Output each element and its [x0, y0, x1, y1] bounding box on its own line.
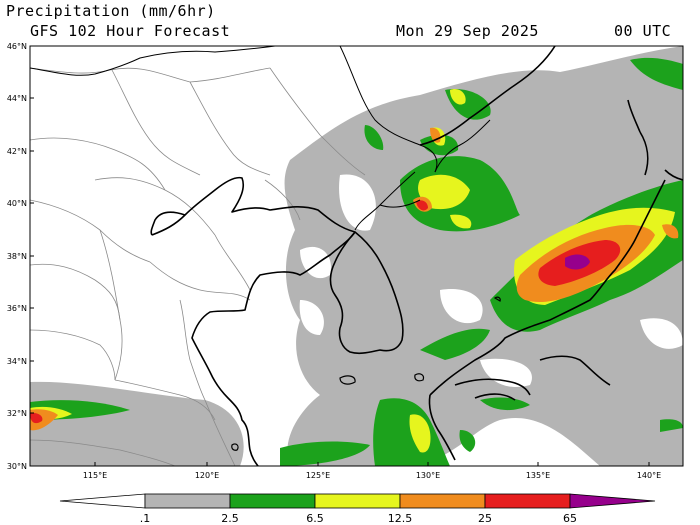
colorbar-segment-1 [144, 493, 231, 509]
precip-colorbar: .1 2.5 6.5 12.5 25 65 [59, 493, 656, 525]
lat-label: 40°N [7, 199, 27, 208]
coastlines [150, 46, 683, 466]
map-title: Precipitation (mm/6hr) [6, 2, 216, 20]
lon-label: 115°E [83, 471, 107, 480]
precip-fields [30, 46, 683, 466]
lon-label: 130°E [416, 471, 440, 480]
province-boundaries [30, 67, 366, 466]
colorbar-label: 65 [563, 512, 577, 525]
colorbar-label: .1 [140, 512, 151, 525]
colorbar-segment-3 [314, 493, 401, 509]
precip-purple-band [565, 254, 590, 270]
lat-label: 38°N [7, 252, 27, 261]
longitude-labels: 115°E 120°E 125°E 130°E 135°E 140°E [83, 462, 661, 480]
lon-label: 125°E [306, 471, 330, 480]
national-borders [30, 46, 491, 231]
colorbar-label: 12.5 [388, 512, 413, 525]
lat-label: 36°N [7, 304, 27, 313]
islands [231, 296, 501, 451]
forecast-subtitle: GFS 102 Hour Forecast [30, 22, 231, 40]
lon-label: 120°E [195, 471, 219, 480]
colorbar-segment-6 [569, 493, 656, 509]
lat-label: 42°N [7, 147, 27, 156]
colorbar-label: 25 [478, 512, 492, 525]
forecast-date: Mon 29 Sep 2025 [396, 22, 539, 40]
colorbar-segment-5 [484, 493, 571, 509]
colorbar-segment-2 [229, 493, 316, 509]
lat-label: 30°N [7, 462, 27, 471]
latitude-labels: 46°N 44°N 42°N 40°N 38°N 36°N 34°N 32°N … [7, 42, 34, 471]
colorbar-segment-4 [399, 493, 486, 509]
lat-label: 44°N [7, 94, 27, 103]
lat-label: 34°N [7, 357, 27, 366]
forecast-time-utc: 00 UTC [614, 22, 672, 40]
lon-label: 140°E [637, 471, 661, 480]
colorbar-segment-0 [59, 493, 146, 509]
lon-label: 135°E [526, 471, 550, 480]
lat-label: 46°N [7, 42, 27, 51]
colorbar-label: 6.5 [306, 512, 324, 525]
colorbar-label: 2.5 [221, 512, 239, 525]
lat-label: 32°N [7, 409, 27, 418]
